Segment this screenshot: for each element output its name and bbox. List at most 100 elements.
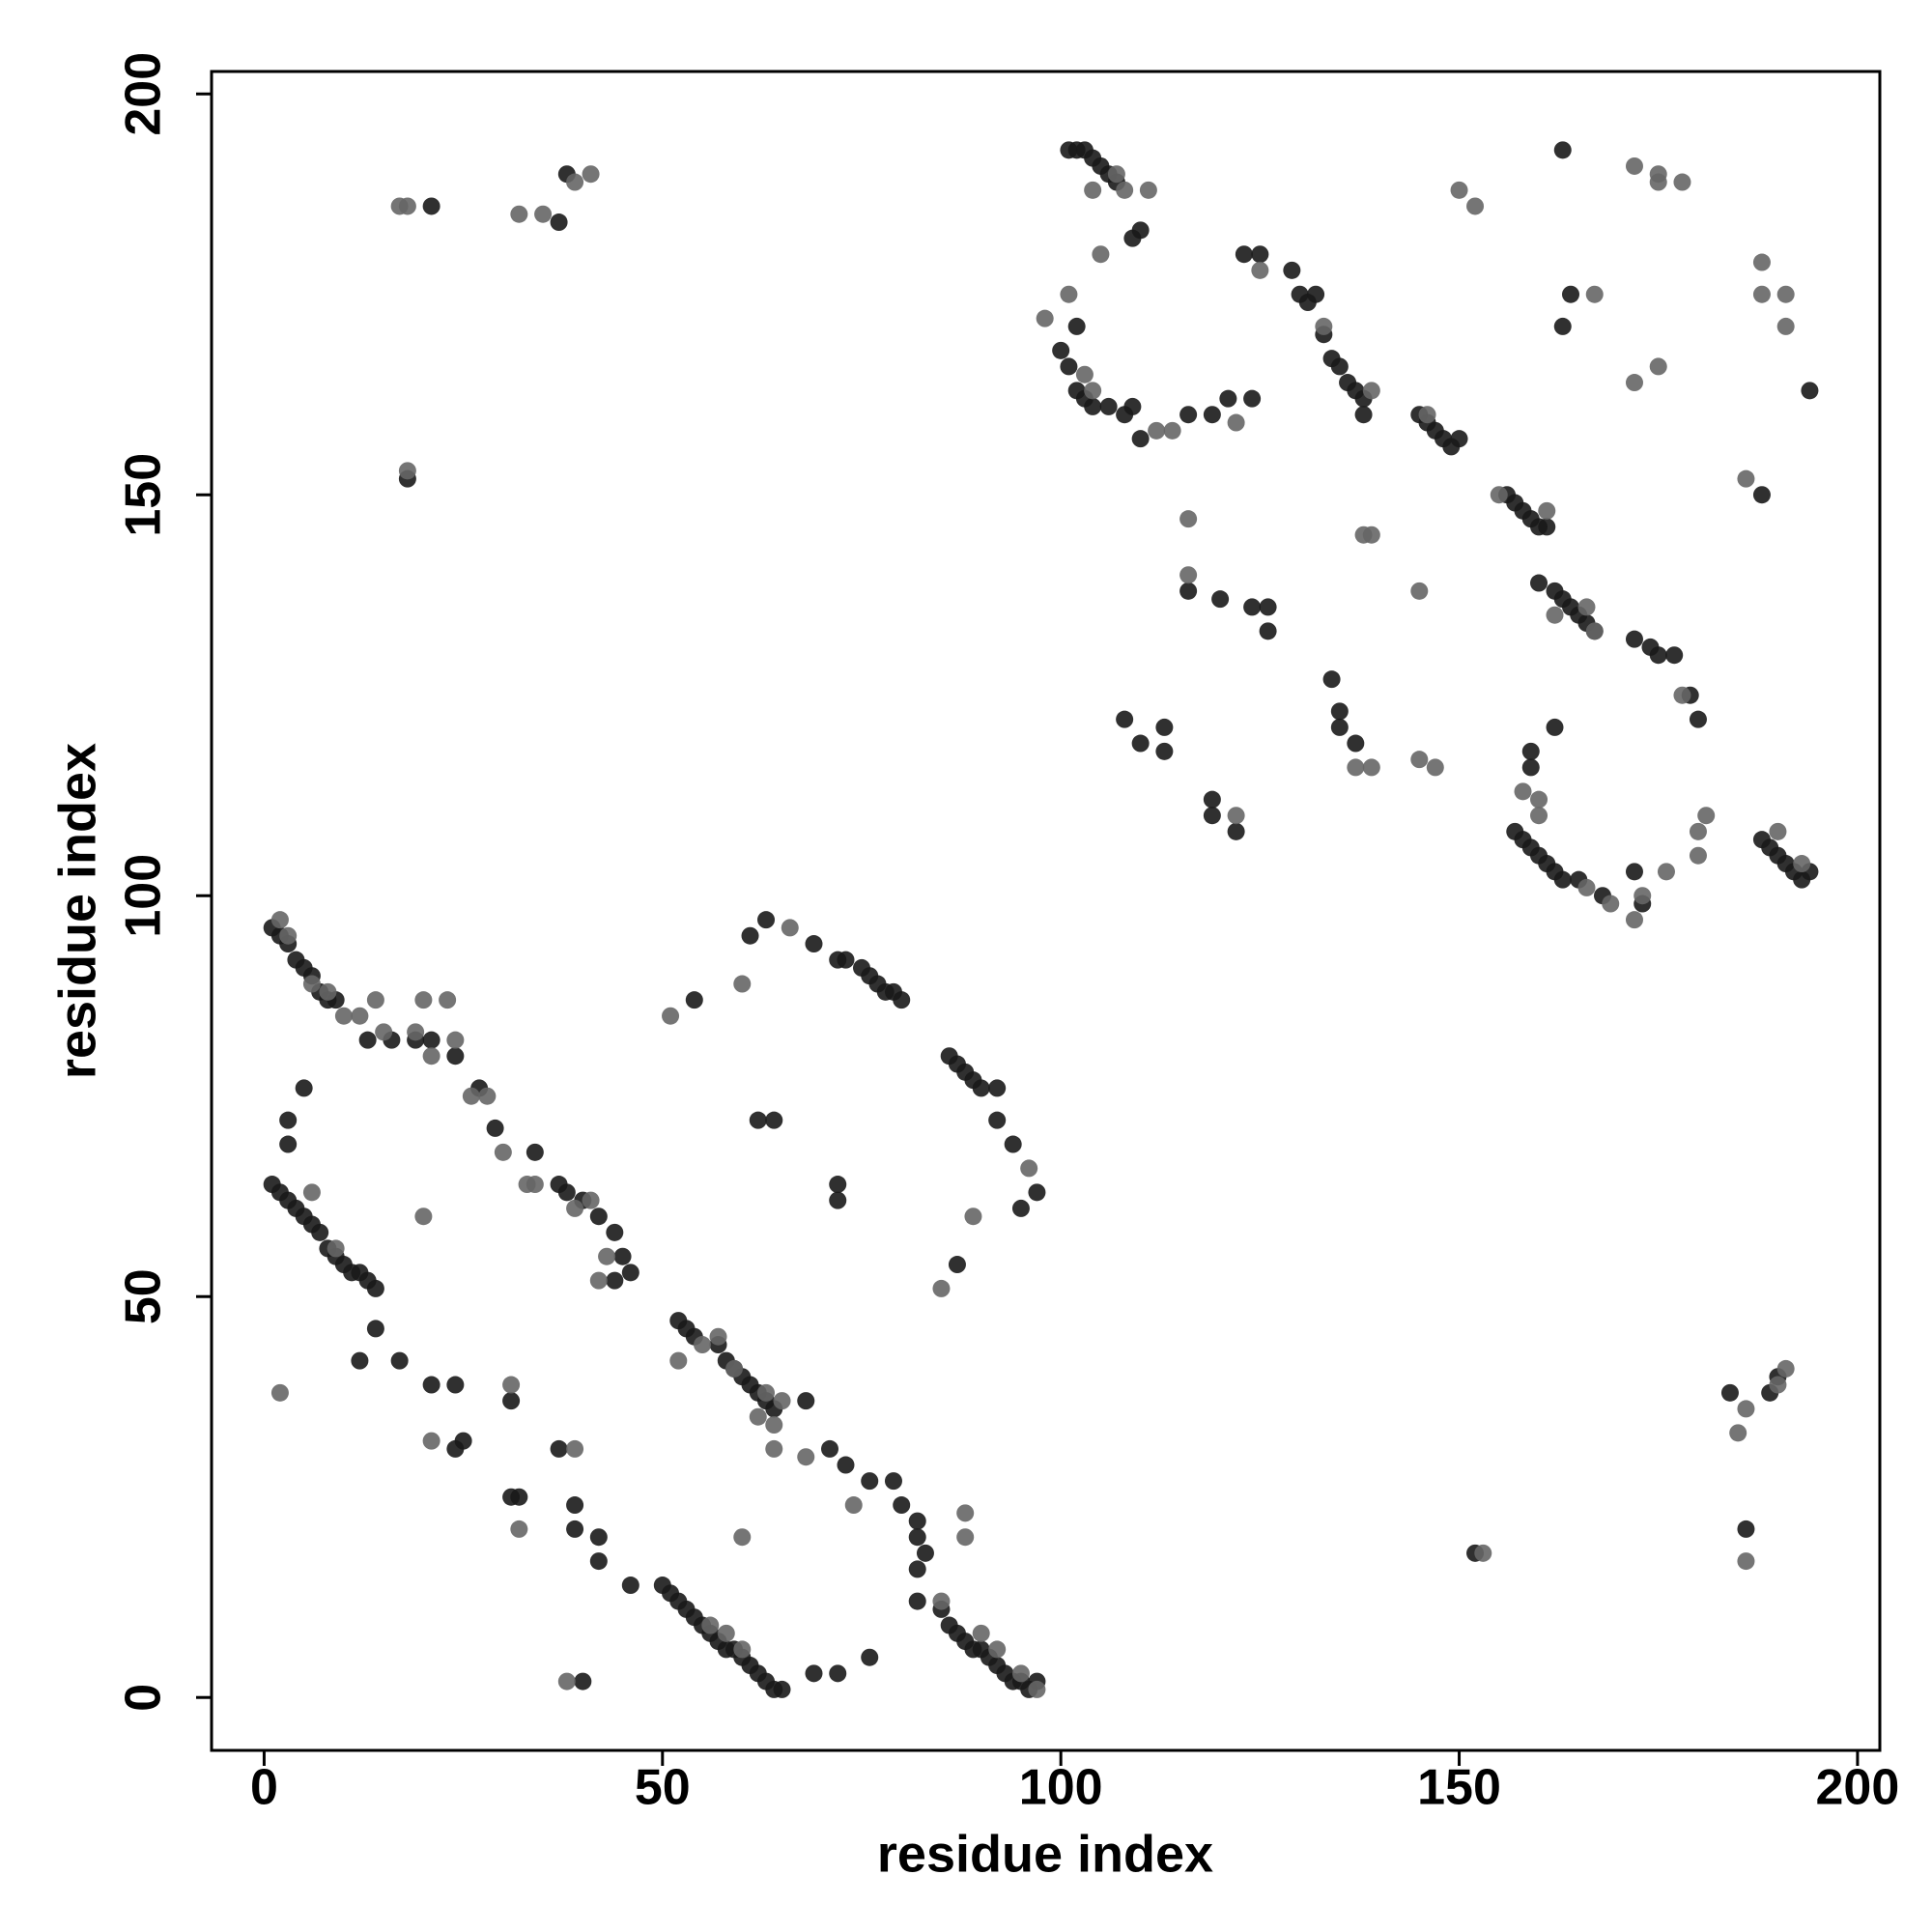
point xyxy=(1521,742,1540,760)
point xyxy=(1116,710,1134,728)
point xyxy=(534,205,553,223)
y-axis-title: residue index xyxy=(48,743,106,1079)
point xyxy=(662,1007,680,1025)
point xyxy=(589,1208,608,1226)
point xyxy=(1530,807,1548,825)
point xyxy=(1084,382,1102,400)
point xyxy=(1330,718,1349,736)
point xyxy=(1227,807,1245,825)
point xyxy=(1426,758,1444,777)
point xyxy=(366,991,384,1009)
point xyxy=(1546,718,1564,736)
point xyxy=(1553,141,1572,159)
point xyxy=(1235,245,1253,264)
point xyxy=(1450,430,1468,448)
point xyxy=(478,1087,497,1105)
point xyxy=(1689,822,1707,840)
plot-frame xyxy=(210,70,1882,1752)
point xyxy=(1036,309,1054,327)
point xyxy=(1585,622,1604,640)
point xyxy=(1577,878,1596,896)
y-tick-label: 100 xyxy=(116,854,172,938)
point xyxy=(1219,389,1237,408)
point xyxy=(1362,758,1380,777)
point xyxy=(797,1392,815,1410)
point xyxy=(972,1079,990,1097)
point xyxy=(1625,156,1643,175)
point xyxy=(1011,1199,1030,1217)
point xyxy=(1067,317,1086,335)
point xyxy=(1243,598,1262,616)
point xyxy=(1131,221,1150,240)
point xyxy=(829,1176,847,1194)
point xyxy=(510,1520,528,1538)
point xyxy=(765,1111,783,1129)
point xyxy=(557,1672,576,1690)
point xyxy=(1075,365,1094,384)
point xyxy=(1179,510,1198,528)
point xyxy=(829,1664,847,1683)
point xyxy=(837,1456,855,1474)
point xyxy=(446,1047,465,1065)
point xyxy=(414,991,433,1009)
point xyxy=(1634,887,1652,905)
point xyxy=(1689,846,1707,865)
point xyxy=(510,1488,528,1506)
point xyxy=(749,1407,767,1426)
point xyxy=(302,975,321,993)
point xyxy=(956,1504,975,1522)
point xyxy=(908,1592,926,1610)
point xyxy=(422,197,440,215)
point xyxy=(1625,863,1643,881)
point xyxy=(1330,357,1349,376)
point xyxy=(1466,197,1485,215)
point xyxy=(956,1528,975,1547)
point xyxy=(1514,782,1532,801)
point xyxy=(358,1031,377,1049)
point xyxy=(398,462,416,480)
point xyxy=(1084,181,1102,199)
point xyxy=(422,1376,440,1394)
point xyxy=(805,1664,823,1683)
point xyxy=(1665,646,1684,665)
point xyxy=(270,1383,289,1402)
point xyxy=(1737,1552,1755,1571)
point xyxy=(1752,285,1771,303)
point xyxy=(439,991,457,1009)
point xyxy=(1697,807,1716,825)
point xyxy=(589,1528,608,1547)
point xyxy=(621,1577,639,1595)
point xyxy=(606,1223,624,1241)
point xyxy=(1131,430,1150,448)
point xyxy=(932,1592,951,1610)
point xyxy=(566,1199,584,1217)
point xyxy=(1801,382,1819,400)
point xyxy=(884,1472,902,1491)
point xyxy=(1163,421,1181,440)
point xyxy=(510,205,528,223)
point xyxy=(1251,245,1269,264)
point xyxy=(1259,598,1277,616)
point xyxy=(1418,406,1436,424)
point xyxy=(1625,911,1643,929)
point xyxy=(1673,686,1691,704)
points xyxy=(263,141,1819,1698)
point xyxy=(1107,165,1125,184)
y-tick-label: 200 xyxy=(116,52,172,136)
point xyxy=(566,1496,584,1515)
point xyxy=(765,1416,783,1435)
point xyxy=(1322,670,1341,689)
point xyxy=(1084,397,1102,415)
point xyxy=(582,165,600,184)
y-tick-label: 50 xyxy=(116,1268,172,1324)
point xyxy=(1585,285,1604,303)
y-tick-label: 0 xyxy=(116,1684,172,1712)
point xyxy=(589,1271,608,1290)
point xyxy=(526,1143,544,1161)
point xyxy=(606,1271,624,1290)
point xyxy=(908,1560,926,1578)
point xyxy=(582,1191,600,1209)
point xyxy=(733,975,752,993)
point xyxy=(701,1616,720,1634)
